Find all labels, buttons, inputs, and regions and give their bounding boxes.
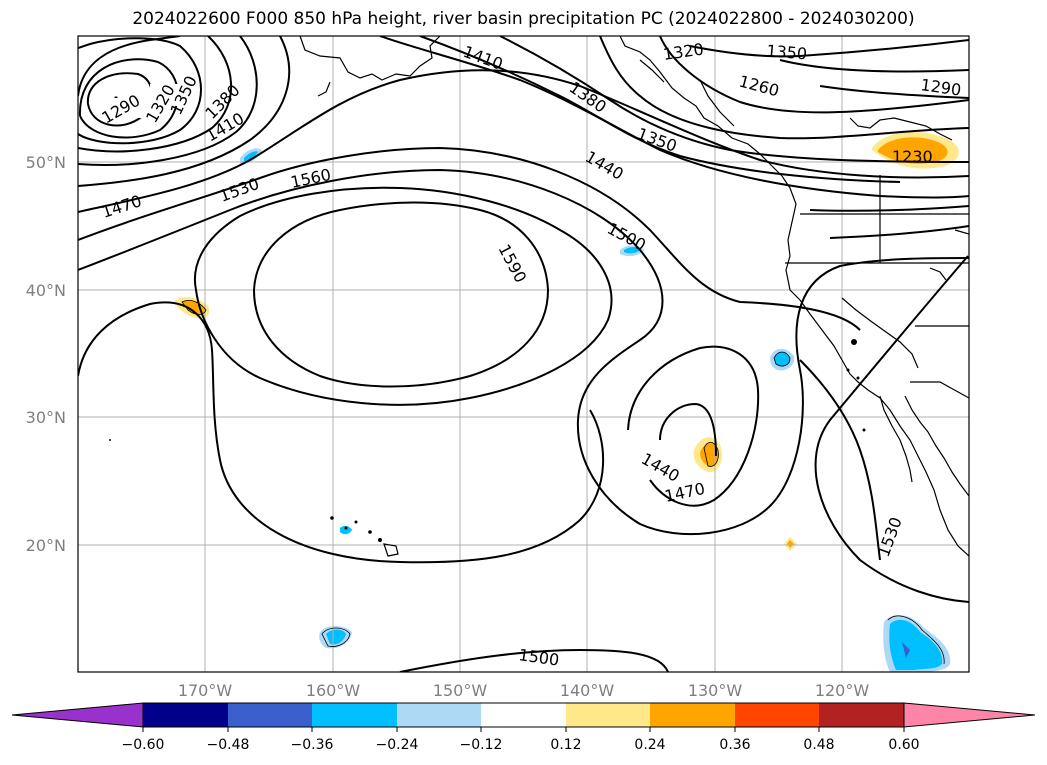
- graticule: [78, 36, 969, 672]
- colorbar-tick: 0.12: [550, 737, 581, 753]
- latitude-labels: 50°N 40°N 30°N 20°N: [26, 153, 66, 555]
- colorbar-segment: [481, 703, 566, 727]
- colorbar-segment: [312, 703, 397, 727]
- colorbar-tick: −0.36: [291, 737, 334, 753]
- lon-label-160w: 160°W: [306, 681, 361, 700]
- colorbar-segment: [397, 703, 481, 727]
- lon-label-120w: 120°W: [815, 681, 870, 700]
- contour-label: 1230: [892, 147, 933, 166]
- colorbar-segment: [650, 703, 735, 727]
- colorbar-segment: [228, 703, 312, 727]
- lat-label-50n: 50°N: [26, 153, 66, 172]
- lat-label-20n: 20°N: [26, 536, 66, 555]
- colorbar-tick: −0.60: [122, 737, 165, 753]
- colorbar-tick: 0.60: [888, 737, 919, 753]
- lon-label-140w: 140°W: [560, 681, 615, 700]
- colorbar-tick: 0.24: [634, 737, 665, 753]
- lon-label-150w: 150°W: [433, 681, 488, 700]
- islands: [109, 96, 866, 542]
- lat-label-30n: 30°N: [26, 408, 66, 427]
- colorbar-segment: [819, 703, 904, 727]
- map-frame: [77, 35, 970, 673]
- colorbar-extend-low: [11, 702, 144, 728]
- colorbar-tick: 0.36: [719, 737, 750, 753]
- height-contours: [78, 36, 969, 672]
- map-title: 2024022600 F000 850 hPa height, river ba…: [132, 9, 915, 29]
- colorbar: −0.60 −0.48 −0.36 −0.24 −0.12 0.12 0.24 …: [11, 702, 1036, 753]
- colorbar-tick: −0.24: [376, 737, 419, 753]
- contour-label: 1350: [766, 41, 808, 63]
- coastlines: [299, 36, 969, 557]
- colorbar-extend-high: [903, 702, 1036, 728]
- lon-label-170w: 170°W: [178, 681, 233, 700]
- colorbar-tick: −0.12: [460, 737, 503, 753]
- colorbar-tick: 0.48: [803, 737, 834, 753]
- shade-outlines: [181, 300, 945, 665]
- longitude-labels: 170°W 160°W 150°W 140°W 130°W 120°W: [178, 681, 870, 700]
- colorbar-segment: [735, 703, 819, 727]
- colorbar-segment: [143, 703, 228, 727]
- colorbar-segment: [566, 703, 650, 727]
- colorbar-tick: −0.48: [207, 737, 250, 753]
- lon-label-130w: 130°W: [688, 681, 743, 700]
- lat-label-40n: 40°N: [26, 281, 66, 300]
